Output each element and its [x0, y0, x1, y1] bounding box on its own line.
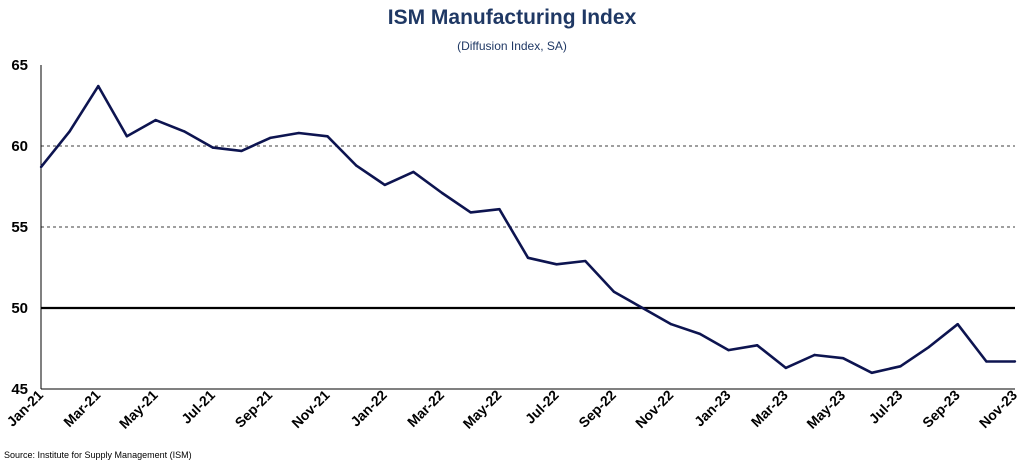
data-point-aug-23	[927, 345, 931, 349]
data-point-feb-23	[755, 344, 759, 347]
data-point-mar-21	[97, 84, 100, 88]
data-point-jul-23	[899, 365, 902, 368]
x-tick-label-may-21: May-21	[116, 387, 161, 432]
data-point-jan-21	[39, 165, 43, 169]
x-tick-label-jul-21: Jul-21	[178, 387, 218, 427]
x-tick-label-jan-22: Jan-22	[347, 387, 390, 430]
data-point-nov-21	[326, 135, 329, 138]
x-tick-label-mar-23: Mar-23	[748, 387, 791, 430]
x-axis: Jan-21 Mar-21 May-21 Jul-21 Sep-21 Nov-21 Jan-…	[3, 387, 1020, 432]
data-point-apr-21	[125, 135, 129, 138]
y-axis: 45 50 55 60 65	[11, 57, 42, 398]
x-tick-label-mar-22: Mar-22	[404, 387, 447, 430]
data-point-oct-21	[297, 131, 301, 135]
data-point-sep-22	[612, 290, 616, 293]
x-tick-label-nov-23: Nov-23	[976, 387, 1020, 431]
data-point-nov-23	[1013, 360, 1017, 363]
data-point-jun-23	[870, 371, 873, 374]
data-point-feb-21	[68, 130, 71, 133]
chart-title: ISM Manufacturing Index	[387, 6, 637, 29]
data-point-apr-22	[469, 211, 472, 214]
data-point-aug-22	[584, 259, 587, 263]
data-point-jun-21	[183, 130, 186, 133]
x-tick-label-may-23: May-23	[803, 387, 848, 432]
y-tick-label-45: 45	[11, 381, 28, 398]
data-point-oct-23	[985, 360, 988, 363]
series-ism-index	[39, 84, 1017, 375]
data-point-nov-22	[670, 323, 673, 326]
data-point-sep-23	[956, 323, 959, 326]
data-point-dec-22	[698, 332, 702, 336]
x-tick-label-nov-22: Nov-22	[632, 387, 676, 431]
x-tick-label-sep-22: Sep-22	[575, 387, 619, 431]
x-tick-label-jul-22: Jul-22	[522, 387, 562, 427]
data-point-jul-22	[555, 263, 558, 266]
data-point-mar-23	[784, 366, 788, 370]
grid-lines	[41, 145, 1015, 310]
data-point-may-21	[154, 118, 157, 122]
chart-subtitle: (Diffusion Index, SA)	[457, 39, 567, 53]
y-tick-label-60: 60	[11, 138, 28, 155]
data-point-apr-23	[813, 353, 816, 357]
x-tick-label-nov-21: Nov-21	[288, 387, 332, 431]
data-point-dec-21	[354, 164, 358, 167]
y-tick-label-55: 55	[11, 219, 28, 236]
data-point-may-23	[841, 357, 845, 360]
data-point-feb-22	[412, 170, 415, 174]
data-point-oct-22	[641, 306, 644, 310]
x-tick-label-mar-21: Mar-21	[60, 387, 103, 430]
x-tick-label-may-22: May-22	[460, 387, 505, 432]
x-tick-label-sep-21: Sep-21	[232, 387, 276, 431]
x-tick-label-sep-23: Sep-23	[919, 387, 963, 431]
x-tick-label-jul-23: Jul-23	[866, 387, 906, 427]
data-point-sep-21	[268, 136, 272, 140]
y-tick-label-65: 65	[11, 57, 28, 74]
source-note: Source: Institute for Supply Management …	[4, 450, 192, 460]
y-tick-label-50: 50	[11, 300, 28, 317]
x-tick-label-jan-23: Jan-23	[691, 387, 734, 430]
data-point-jan-22	[383, 183, 386, 187]
data-point-jan-23	[727, 348, 730, 352]
data-point-jun-22	[526, 256, 530, 259]
data-point-jul-21	[211, 146, 215, 149]
data-point-may-22	[498, 207, 501, 211]
data-point-mar-22	[440, 191, 444, 195]
series-line	[39, 84, 1015, 375]
data-point-aug-21	[240, 149, 243, 153]
